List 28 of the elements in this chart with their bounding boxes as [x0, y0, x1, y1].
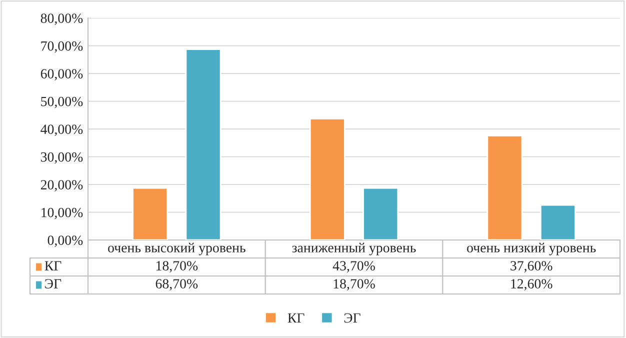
text: ЭГ [45, 279, 62, 288]
y-tick-label: 50,00% [41, 96, 83, 108]
legend-label: ЭГ [344, 313, 360, 323]
bar [540, 204, 576, 240]
text: КГ [44, 261, 62, 270]
bar [132, 187, 168, 240]
data-label: 43,70% [332, 261, 375, 272]
y-tick-label: 30,00% [40, 152, 83, 164]
y-tick-label: 10,00% [42, 208, 83, 220]
bar [486, 134, 523, 240]
legend-label: КГ [288, 313, 304, 323]
data-label: 18,70% [334, 279, 375, 290]
x-tick-label: очень высокий уровень [108, 242, 246, 256]
y-tick-label: 0,00% [48, 236, 83, 247]
bar [185, 48, 222, 240]
data-label: 18,70% [156, 261, 198, 272]
data-label: 12,60% [511, 279, 552, 290]
y-tick-label: 70,00% [41, 41, 83, 53]
bar [309, 118, 346, 240]
y-tick-label: 20,00% [40, 180, 83, 192]
data-label: 37,60% [510, 261, 552, 272]
x-tick-label: заниженный уровень [292, 242, 416, 256]
y-tick-label: 40,00% [40, 124, 83, 136]
y-tick-label: 80,00% [40, 14, 83, 25]
y-tick-label: 60,00% [40, 69, 83, 80]
data-label: 68,70% [156, 279, 198, 290]
bar [362, 187, 399, 240]
x-tick-label: очень низкий уровень [467, 242, 596, 256]
